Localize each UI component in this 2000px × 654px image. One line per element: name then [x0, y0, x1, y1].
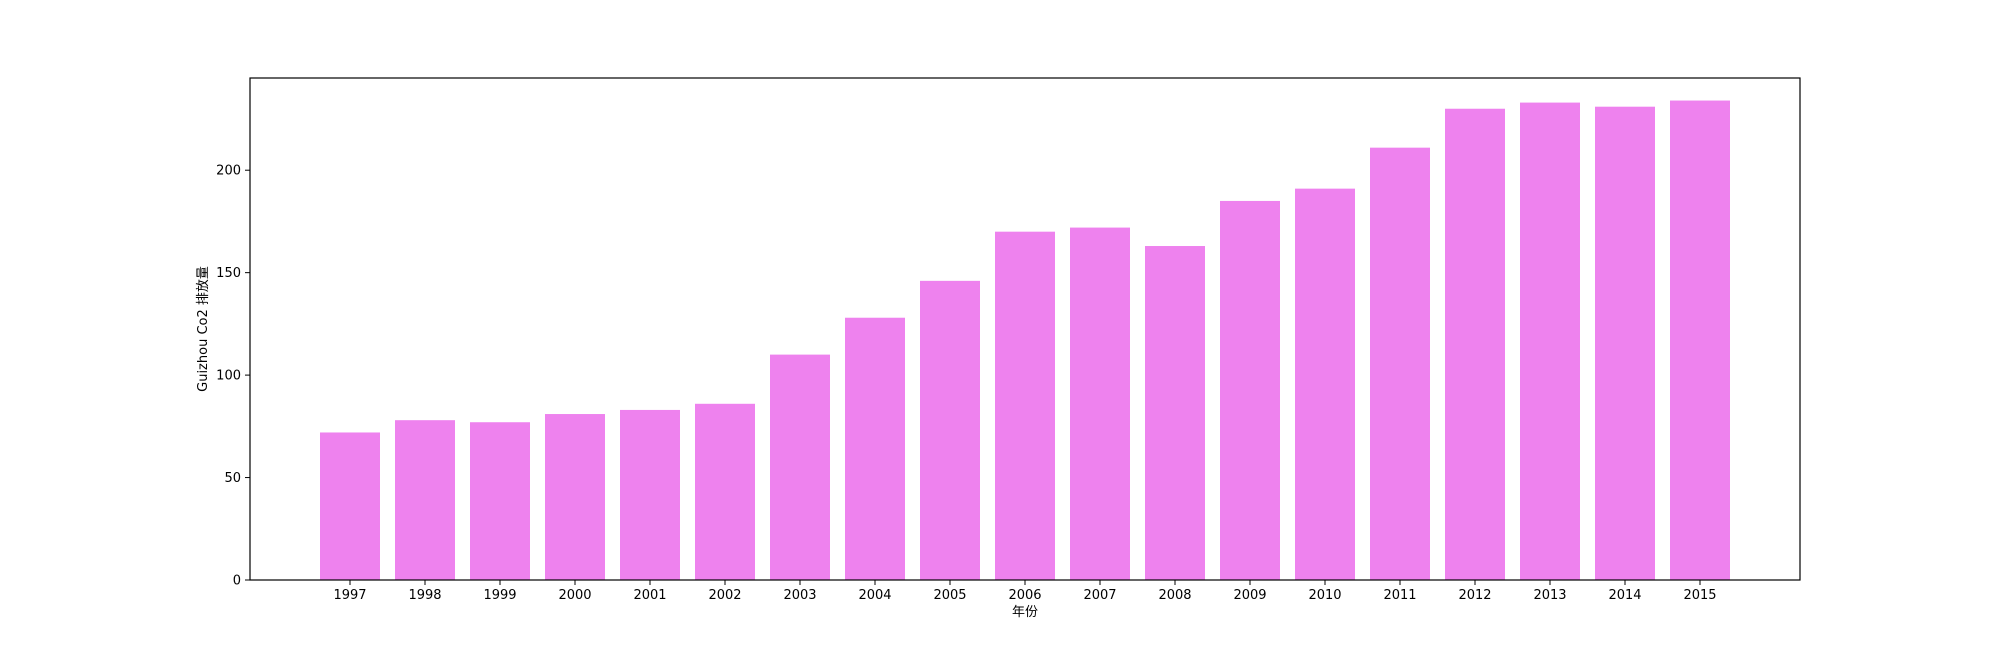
x-tick-label: 2005	[933, 588, 966, 603]
bar-2007	[1070, 227, 1130, 581]
x-tick-label: 2006	[1008, 588, 1041, 603]
x-tick-label: 2007	[1083, 588, 1116, 603]
x-axis-label: 年份	[1012, 605, 1038, 620]
x-tick-label: 2014	[1608, 588, 1641, 603]
x-tick-label: 1998	[408, 588, 441, 603]
bar-2001	[620, 409, 680, 580]
y-tick-label: 100	[216, 369, 241, 384]
bar-2003	[770, 354, 830, 580]
y-tick-label: 200	[216, 164, 241, 179]
y-tick-label: 0	[233, 574, 241, 589]
bar-2005	[920, 280, 980, 580]
bar-2004	[845, 317, 905, 580]
bar-1997	[320, 432, 380, 580]
bar-2002	[695, 403, 755, 580]
x-tick-label: 2013	[1533, 588, 1566, 603]
bar-2009	[1220, 200, 1280, 580]
bars-group	[320, 100, 1730, 581]
bar-2014	[1595, 106, 1655, 580]
x-tick-label: 2009	[1233, 588, 1266, 603]
x-axis: 1997 1998 1999 2000 2001 2002 2003 2004 2005 2006…	[333, 580, 1717, 603]
x-tick-label: 2012	[1458, 588, 1491, 603]
x-tick-label: 2008	[1158, 588, 1191, 603]
y-tick-label: 50	[224, 471, 241, 486]
bar-2010	[1295, 188, 1355, 580]
bar-1998	[395, 420, 455, 580]
y-tick-label: 150	[216, 266, 241, 281]
bar-2011	[1370, 147, 1430, 580]
x-tick-label: 2000	[558, 588, 591, 603]
bar-2012	[1445, 108, 1505, 581]
x-tick-label: 1999	[483, 588, 516, 603]
bar-2006	[995, 231, 1055, 580]
x-tick-label: 2011	[1383, 588, 1416, 603]
bar-2008	[1145, 246, 1205, 580]
x-tick-label: 2010	[1308, 588, 1341, 603]
x-tick-label: 2001	[633, 588, 666, 603]
bar-1999	[470, 422, 530, 580]
bar-2013	[1520, 102, 1580, 580]
x-tick-label: 2003	[783, 588, 816, 603]
x-tick-label: 1997	[333, 588, 366, 603]
x-tick-label: 2015	[1683, 588, 1716, 603]
y-axis-label: Guizhou Co2 排放量	[196, 266, 211, 392]
y-axis: 0 50 100 150 200	[216, 164, 250, 589]
x-tick-label: 2004	[858, 588, 891, 603]
bar-2015	[1670, 100, 1730, 581]
bar-2000	[545, 414, 605, 580]
x-tick-label: 2002	[708, 588, 741, 603]
